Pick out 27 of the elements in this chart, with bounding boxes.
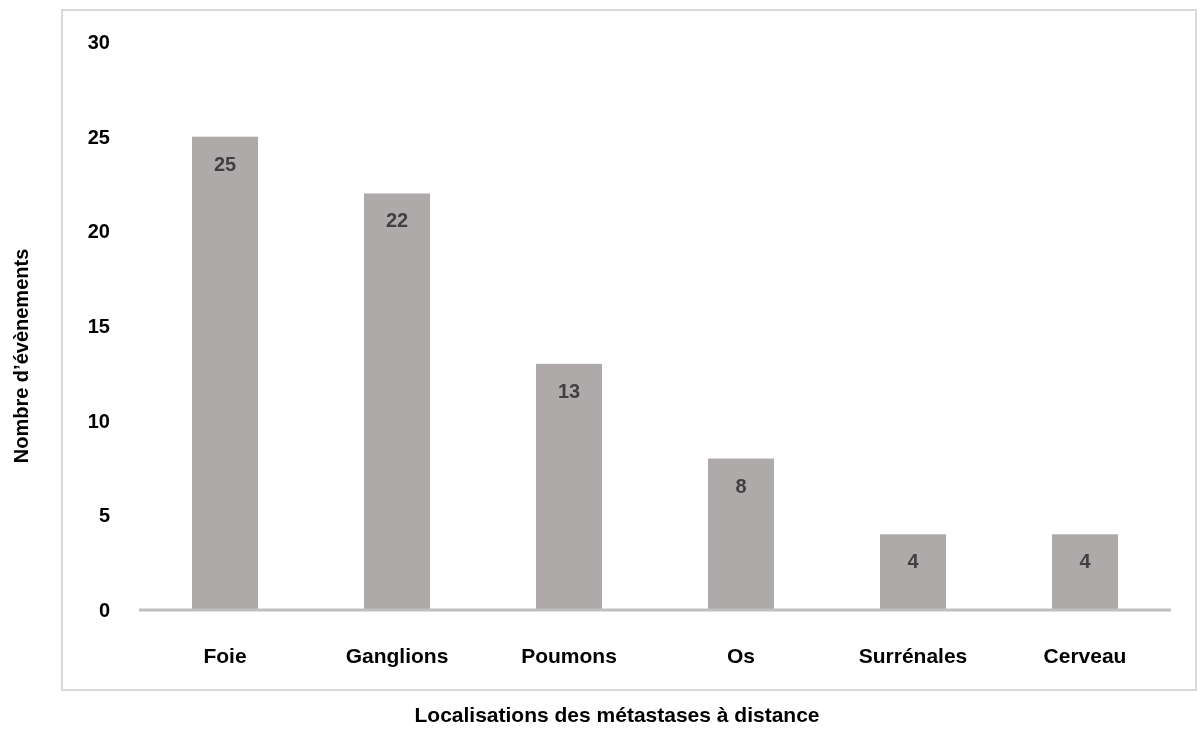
x-axis-title: Localisations des métastases à distance: [414, 703, 820, 726]
data-label: 13: [557, 379, 581, 402]
y-tick-label: 25: [87, 125, 110, 148]
data-label: 8: [735, 474, 747, 497]
y-tick-label: 30: [87, 31, 110, 53]
data-label: 4: [907, 550, 920, 573]
x-tick-label: Surrénales: [858, 644, 968, 667]
bar: [363, 193, 431, 610]
bar: [879, 534, 947, 610]
y-tick-label: 0: [98, 599, 110, 621]
x-tick-label: Foie: [203, 644, 247, 667]
y-tick-label: 20: [87, 220, 110, 243]
bar: [191, 136, 259, 610]
y-axis-title: Nombre d’évènements: [10, 248, 32, 464]
y-tick-label: 5: [98, 504, 110, 527]
y-tick-label: 10: [87, 409, 110, 432]
x-tick-label: Ganglions: [345, 644, 449, 667]
x-tick-label: Cerveau: [1043, 644, 1127, 667]
bar: [707, 458, 775, 610]
data-label: 22: [385, 209, 409, 232]
bar: [1051, 534, 1119, 610]
bar: [535, 363, 603, 610]
x-tick-label: Os: [726, 644, 756, 667]
x-tick-label: Poumons: [521, 644, 617, 667]
data-label: 4: [1079, 550, 1092, 573]
data-label: 25: [213, 152, 237, 175]
y-tick-label: 15: [87, 315, 110, 337]
